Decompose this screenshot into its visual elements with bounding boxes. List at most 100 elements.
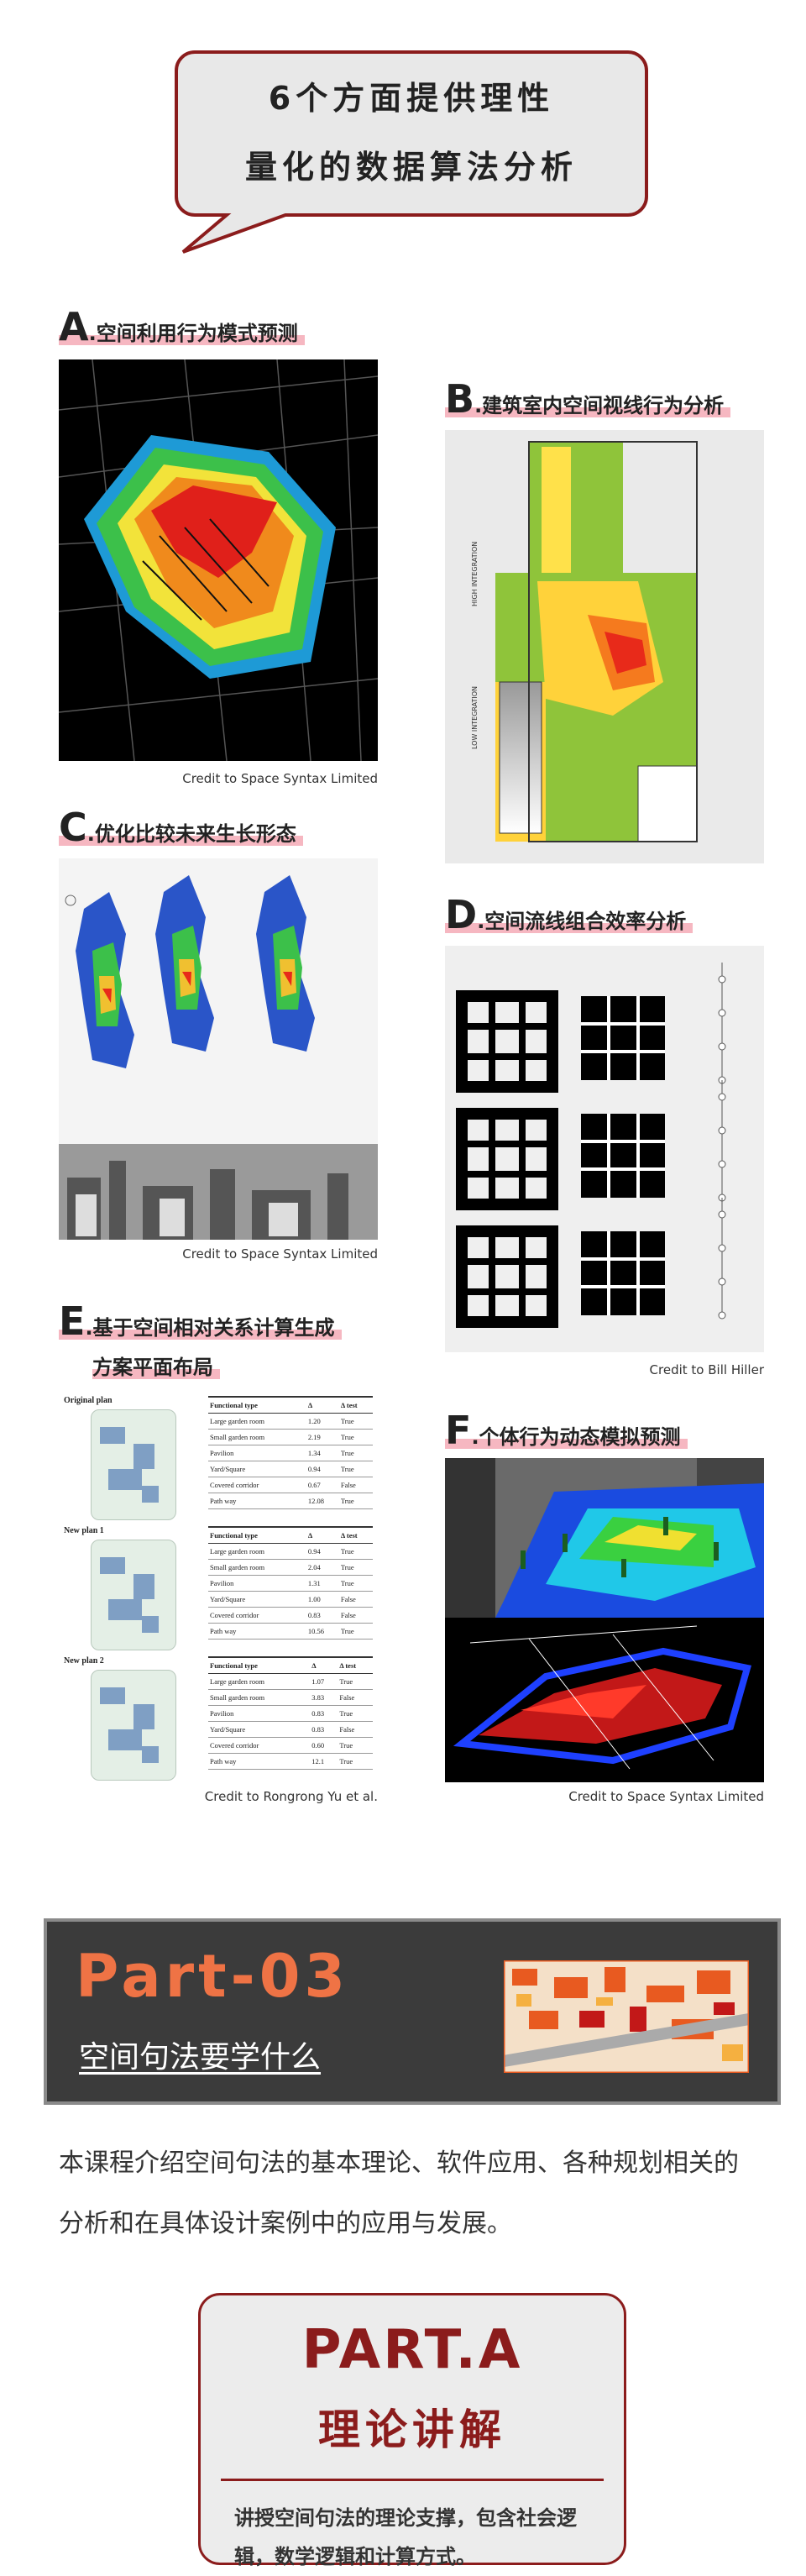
table-cell: 12.1 <box>310 1753 338 1770</box>
data-table: Functional type Δ Δ test Large garden room 1… <box>208 1656 373 1770</box>
growth-c <box>59 875 378 1240</box>
table-row: Small garden room 2.04 True <box>208 1559 373 1576</box>
table-row: Small garden room 3.83 False <box>208 1689 373 1706</box>
plan-label: New plan 1 <box>64 1526 104 1535</box>
image-label: LOW INTEGRATION <box>471 686 479 749</box>
image-label: HIGH INTEGRATION <box>471 542 479 606</box>
table-row: Covered corridor 0.67 False <box>208 1477 373 1493</box>
image-f <box>445 1458 764 1782</box>
table-row: Yard/Square 0.83 False <box>208 1721 373 1738</box>
table-cell: 3.83 <box>310 1689 338 1706</box>
section-heading: A.空间利用行为模式预测 <box>59 304 305 349</box>
plan-sketch <box>91 1670 176 1781</box>
header-cell: Δ <box>306 1526 339 1544</box>
plan-block <box>142 1746 159 1763</box>
table-cell: 0.67 <box>306 1477 339 1493</box>
table-cell: True <box>338 1575 373 1592</box>
header-cell: Functional type <box>208 1396 306 1414</box>
table-cell: 0.94 <box>306 1543 339 1560</box>
plan-label: New plan 2 <box>64 1656 104 1666</box>
table-cell: Covered corridor <box>208 1607 306 1624</box>
table-cell: 2.04 <box>306 1559 339 1576</box>
credit: Credit to Space Syntax Limited <box>182 1246 378 1262</box>
table-cell: 0.60 <box>310 1737 338 1754</box>
section-letter: F <box>445 1408 472 1453</box>
table-cell: True <box>338 1623 373 1640</box>
table-cell: True <box>338 1705 373 1722</box>
credit: Credit to Bill Hiller <box>649 1362 764 1377</box>
table-cell: True <box>338 1559 373 1576</box>
table-cell: 0.94 <box>306 1461 339 1477</box>
card-divider <box>221 2479 604 2481</box>
section-letter: E <box>59 1298 86 1344</box>
table-cell: True <box>338 1461 373 1477</box>
image-b: HIGH INTEGRATION LOW INTEGRATION <box>445 430 764 863</box>
table-cell: Small garden room <box>208 1689 311 1706</box>
plan-block <box>100 1557 125 1574</box>
plan-block <box>108 1729 142 1750</box>
bubble-text: 6个方面提供理性 量化的数据算法分析 <box>176 66 646 217</box>
table-cell: 0.83 <box>306 1607 339 1624</box>
part-subtitle: 空间句法要学什么 <box>79 2040 322 2075</box>
table-cell: False <box>338 1477 373 1493</box>
section-heading: F.个体行为动态模拟预测 <box>445 1408 688 1453</box>
table-cell: Small garden room <box>208 1559 306 1576</box>
table-row: Yard/Square 0.94 True <box>208 1461 373 1477</box>
table-cell: Large garden room <box>208 1673 311 1690</box>
section-heading: 方案平面布局 <box>92 1351 220 1380</box>
table-cell: Covered corridor <box>208 1477 306 1493</box>
table-row: Small garden room 2.19 True <box>208 1429 373 1445</box>
section-title: .建筑室内空间视线行为分析 <box>474 394 725 417</box>
header-cell: Δ <box>306 1396 339 1414</box>
table-cell: True <box>338 1413 373 1430</box>
table-cell: False <box>338 1689 373 1706</box>
table-row: Path way 12.1 True <box>208 1753 373 1770</box>
table-cell: Yard/Square <box>208 1721 311 1738</box>
plans-d <box>456 963 764 1352</box>
header-cell: Δ test <box>338 1396 373 1414</box>
card-subtitle: 理论讲解 <box>318 2405 506 2454</box>
table-row: Large garden room 0.94 True <box>208 1543 373 1560</box>
section-heading: C.优化比较未来生长形态 <box>59 805 303 850</box>
header-cell: Δ test <box>338 1526 373 1544</box>
bubble-line: 6个方面提供理性 <box>268 80 555 117</box>
table-row: Pavilion 1.31 True <box>208 1575 373 1592</box>
simulation-f <box>445 1458 764 1782</box>
table-row: Pavilion 0.83 True <box>208 1705 373 1722</box>
table-row: Pavilion 1.34 True <box>208 1445 373 1461</box>
header-cell: Δ <box>310 1656 338 1674</box>
section-title: .基于空间相对关系计算生成 <box>85 1316 335 1340</box>
table-cell: Pavilion <box>208 1445 306 1461</box>
table-cell: False <box>338 1591 373 1608</box>
table-row: Large garden room 1.20 True <box>208 1413 373 1430</box>
header-cell: Functional type <box>208 1656 311 1674</box>
bubble-line: 量化的数据算法分析 <box>244 149 578 186</box>
section-heading: B.建筑室内空间视线行为分析 <box>445 376 731 422</box>
credit: Credit to Space Syntax Limited <box>182 771 378 786</box>
heatmap-a <box>59 359 378 761</box>
table-cell: 10.56 <box>306 1623 339 1640</box>
section-title: 方案平面布局 <box>92 1356 220 1379</box>
table-cell: Pavilion <box>208 1575 306 1592</box>
plan-block <box>100 1687 125 1704</box>
table-row: Yard/Square 1.00 False <box>208 1591 373 1608</box>
table-cell: Yard/Square <box>208 1591 306 1608</box>
section-heading: D.空间流线组合效率分析 <box>445 892 693 937</box>
table-cell: 12.08 <box>306 1493 339 1509</box>
section-heading: E.基于空间相对关系计算生成 <box>59 1298 342 1344</box>
card-text: 讲授空间句法的理论支撑，包含社会逻辑，数学逻辑和计算方式。 <box>234 2506 577 2568</box>
table-cell: True <box>338 1429 373 1445</box>
table-cell: False <box>338 1721 373 1738</box>
card: PART.A 理论讲解 讲授空间句法的理论支撑，包含社会逻辑，数学逻辑和计算方式… <box>198 2293 626 2568</box>
table-cell: Yard/Square <box>208 1461 306 1477</box>
table-cell: 1.00 <box>306 1591 339 1608</box>
section-letter: C <box>59 805 87 850</box>
image-d <box>445 946 764 1352</box>
plan-sketch <box>91 1540 176 1650</box>
plan-block <box>142 1486 159 1503</box>
table-cell: Path way <box>208 1493 306 1509</box>
table-cell: Large garden room <box>208 1413 306 1430</box>
credit: Credit to Rongrong Yu et al. <box>204 1789 378 1804</box>
table-cell: 0.83 <box>310 1705 338 1722</box>
